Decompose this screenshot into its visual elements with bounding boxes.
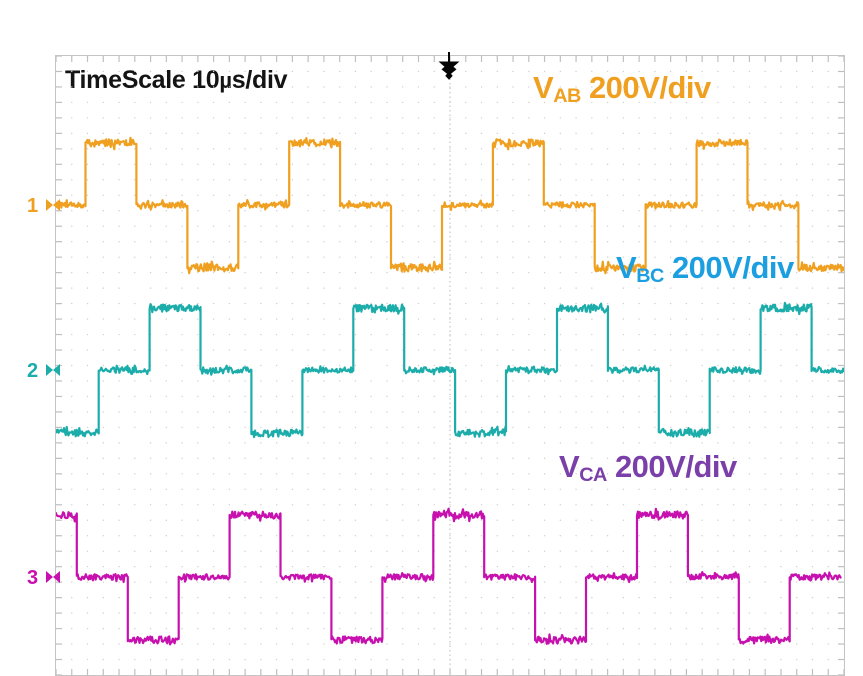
svg-text:1: 1 <box>27 195 38 217</box>
svg-text:3: 3 <box>27 567 38 589</box>
svg-text:2: 2 <box>27 360 38 382</box>
